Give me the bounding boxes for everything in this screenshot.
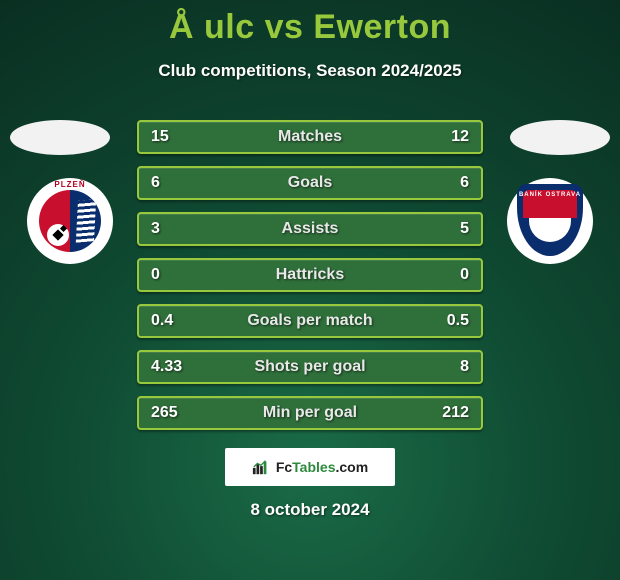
stat-row-min-per-goal: 265 Min per goal 212 [137, 396, 483, 430]
stat-label: Goals per match [247, 312, 372, 330]
brand-link[interactable]: FcTables.com [225, 448, 395, 486]
brand-tables: Tables [292, 459, 335, 475]
page-subtitle: Club competitions, Season 2024/2025 [0, 61, 620, 81]
stat-right: 212 [442, 404, 469, 422]
stat-row-hattricks: 0 Hattricks 0 [137, 258, 483, 292]
stat-row-goals-per-match: 0.4 Goals per match 0.5 [137, 304, 483, 338]
stats-table: 15 Matches 12 6 Goals 6 3 Assists 5 0 Ha… [137, 120, 483, 442]
stat-left: 3 [151, 220, 160, 238]
stat-left: 0 [151, 266, 160, 284]
player-photo-left [10, 120, 110, 155]
stat-label: Shots per goal [254, 358, 365, 376]
crest-shield-text: BANÍK OSTRAVA [517, 192, 583, 198]
brand-dotcom: .com [335, 459, 368, 475]
stat-label: Assists [282, 220, 339, 238]
stat-label: Hattricks [276, 266, 344, 284]
brand-text: FcTables.com [276, 459, 368, 475]
bar-chart-icon [252, 458, 270, 476]
stat-right: 0.5 [447, 312, 469, 330]
brand-fc: Fc [276, 459, 292, 475]
stat-left: 6 [151, 174, 160, 192]
club-crest-left: PLZEŇ [27, 178, 113, 264]
crest-football-icon [47, 224, 69, 246]
stat-right: 8 [460, 358, 469, 376]
stat-right: 12 [451, 128, 469, 146]
date-label: 8 october 2024 [0, 500, 620, 520]
stat-left: 4.33 [151, 358, 182, 376]
stat-label: Matches [278, 128, 342, 146]
stat-left: 0.4 [151, 312, 173, 330]
crest-inner [39, 190, 101, 252]
stat-right: 0 [460, 266, 469, 284]
content: Å ulc vs Ewerton Club competitions, Seas… [0, 0, 620, 580]
stat-label: Min per goal [263, 404, 357, 422]
stat-row-assists: 3 Assists 5 [137, 212, 483, 246]
crest-stripes [76, 199, 96, 242]
page-title: Å ulc vs Ewerton [0, 0, 620, 47]
stat-label: Goals [288, 174, 332, 192]
stat-left: 15 [151, 128, 169, 146]
stat-left: 265 [151, 404, 178, 422]
crest-gear-icon [529, 218, 571, 242]
stat-right: 6 [460, 174, 469, 192]
comparison-card: Å ulc vs Ewerton Club competitions, Seas… [0, 0, 620, 580]
stat-row-shots-per-goal: 4.33 Shots per goal 8 [137, 350, 483, 384]
stat-right: 5 [460, 220, 469, 238]
club-crest-right: BANÍK OSTRAVA [507, 178, 593, 264]
stat-row-matches: 15 Matches 12 [137, 120, 483, 154]
stat-row-goals: 6 Goals 6 [137, 166, 483, 200]
player-photo-right [510, 120, 610, 155]
